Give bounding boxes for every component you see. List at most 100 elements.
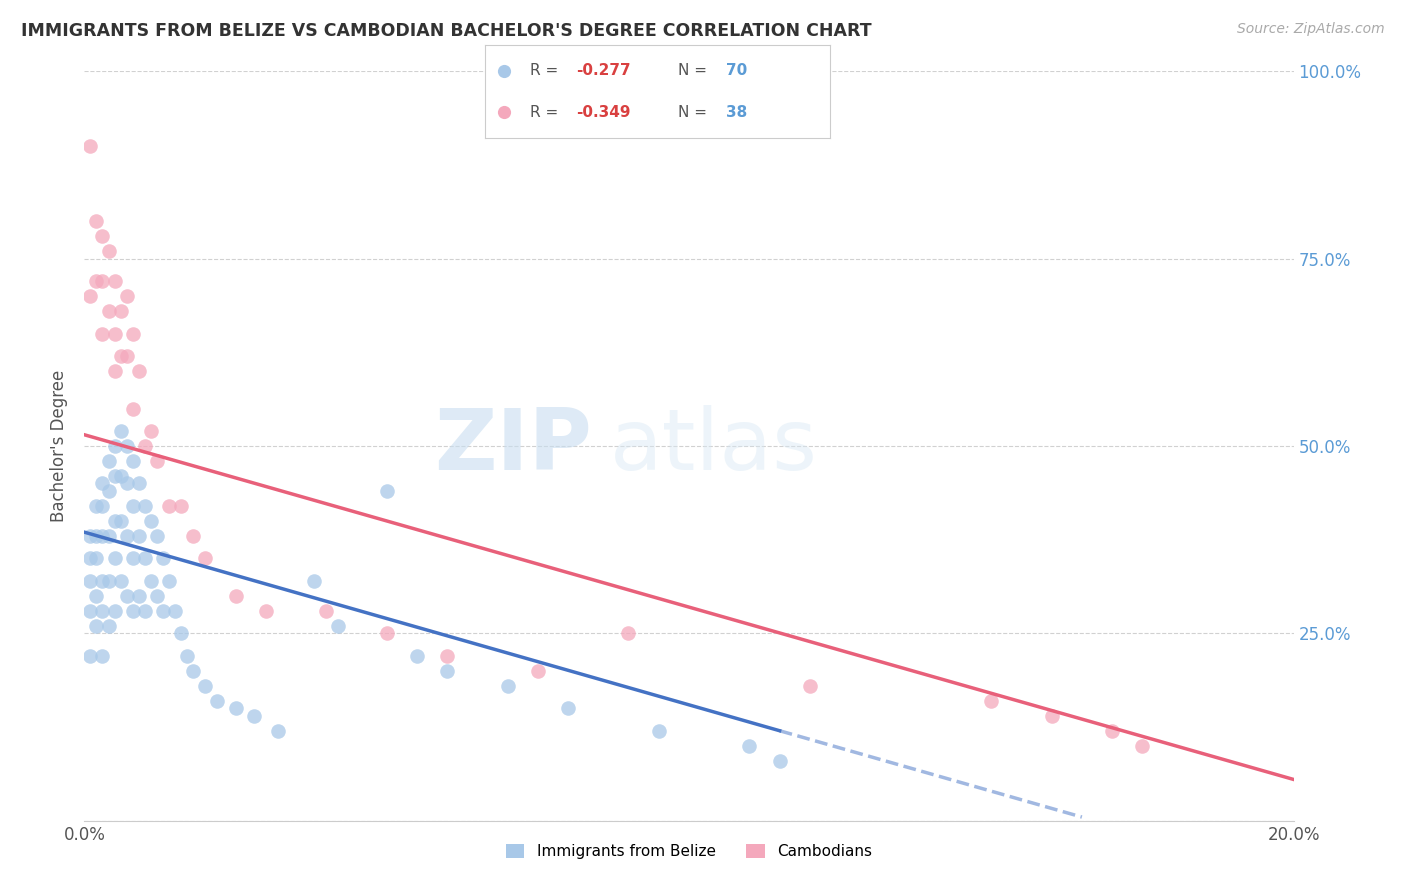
Point — [328, 619, 350, 633]
Point — [194, 679, 217, 693]
Point — [134, 604, 156, 618]
Point — [86, 274, 108, 288]
Point — [79, 289, 101, 303]
Text: atlas: atlas — [610, 404, 818, 488]
Point — [134, 499, 156, 513]
Point — [104, 604, 127, 618]
Point — [152, 551, 174, 566]
Text: -0.277: -0.277 — [576, 63, 631, 78]
Point — [254, 604, 277, 618]
Point — [557, 701, 579, 715]
Point — [170, 626, 193, 640]
Point — [225, 701, 247, 715]
Point — [139, 574, 162, 588]
Point — [738, 739, 761, 753]
Text: ZIP: ZIP — [434, 404, 592, 488]
Point — [91, 476, 114, 491]
Point — [302, 574, 325, 588]
Point — [91, 499, 114, 513]
Point — [79, 604, 101, 618]
Point — [86, 529, 108, 543]
Point — [86, 499, 108, 513]
Point — [110, 469, 132, 483]
Point — [242, 708, 264, 723]
Point — [115, 589, 138, 603]
Point — [97, 619, 120, 633]
Point — [375, 483, 398, 498]
Point — [315, 604, 337, 618]
Point — [91, 648, 114, 663]
Point — [267, 723, 290, 738]
Text: Source: ZipAtlas.com: Source: ZipAtlas.com — [1237, 22, 1385, 37]
Text: R =: R = — [530, 104, 562, 120]
Point — [97, 574, 120, 588]
Point — [115, 529, 138, 543]
Point — [146, 454, 169, 468]
Text: -0.349: -0.349 — [576, 104, 631, 120]
Point — [121, 326, 143, 341]
Point — [97, 244, 120, 259]
Point — [115, 349, 138, 363]
Point — [97, 483, 120, 498]
Point — [104, 274, 127, 288]
Point — [79, 574, 101, 588]
Point — [110, 514, 132, 528]
Point — [170, 499, 193, 513]
Point — [104, 439, 127, 453]
Point — [225, 589, 247, 603]
Text: 38: 38 — [725, 104, 748, 120]
Point — [496, 679, 519, 693]
Legend: Immigrants from Belize, Cambodians: Immigrants from Belize, Cambodians — [501, 838, 877, 865]
Point — [152, 604, 174, 618]
Point — [86, 551, 108, 566]
Point — [128, 364, 150, 378]
Point — [648, 723, 671, 738]
Text: IMMIGRANTS FROM BELIZE VS CAMBODIAN BACHELOR'S DEGREE CORRELATION CHART: IMMIGRANTS FROM BELIZE VS CAMBODIAN BACH… — [21, 22, 872, 40]
Point — [194, 551, 217, 566]
Point — [146, 529, 169, 543]
Point — [980, 694, 1002, 708]
Point — [157, 574, 180, 588]
Point — [110, 424, 132, 438]
Point — [1130, 739, 1153, 753]
Point — [104, 326, 127, 341]
Point — [769, 754, 792, 768]
Point — [436, 648, 458, 663]
Point — [86, 214, 108, 228]
Point — [110, 304, 132, 318]
Point — [527, 664, 550, 678]
Point — [79, 551, 101, 566]
Point — [97, 304, 120, 318]
Point — [86, 589, 108, 603]
Point — [104, 514, 127, 528]
Point — [146, 589, 169, 603]
Point — [181, 664, 204, 678]
Point — [121, 551, 143, 566]
Point — [128, 589, 150, 603]
Point — [375, 626, 398, 640]
Point — [139, 514, 162, 528]
Point — [139, 424, 162, 438]
Point — [799, 679, 821, 693]
Point — [91, 604, 114, 618]
Point — [86, 619, 108, 633]
Point — [121, 401, 143, 416]
Point — [121, 499, 143, 513]
Point — [104, 551, 127, 566]
Point — [91, 529, 114, 543]
Point — [207, 694, 229, 708]
Y-axis label: Bachelor's Degree: Bachelor's Degree — [51, 370, 69, 522]
Point — [110, 574, 132, 588]
Point — [128, 529, 150, 543]
Point — [128, 476, 150, 491]
Point — [176, 648, 198, 663]
Point — [97, 529, 120, 543]
Point — [134, 551, 156, 566]
Point — [91, 229, 114, 244]
Point — [91, 574, 114, 588]
Point — [91, 274, 114, 288]
Point — [104, 364, 127, 378]
Point — [79, 648, 101, 663]
Point — [115, 289, 138, 303]
Point — [1040, 708, 1063, 723]
